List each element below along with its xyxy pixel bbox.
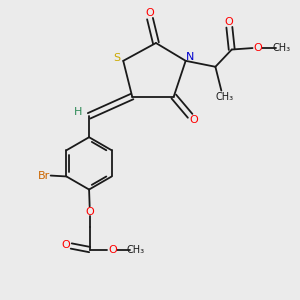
Text: O: O [145, 8, 154, 18]
Text: S: S [113, 53, 120, 64]
Text: O: O [85, 206, 94, 217]
Text: CH₃: CH₃ [126, 244, 144, 255]
Text: H: H [74, 107, 82, 117]
Text: N: N [186, 52, 195, 62]
Text: O: O [61, 240, 70, 250]
Text: CH₃: CH₃ [215, 92, 233, 102]
Text: Br: Br [38, 171, 50, 181]
Text: O: O [253, 43, 262, 53]
Text: O: O [190, 115, 198, 125]
Text: O: O [108, 244, 117, 255]
Text: CH₃: CH₃ [273, 43, 291, 53]
Text: O: O [224, 17, 233, 27]
